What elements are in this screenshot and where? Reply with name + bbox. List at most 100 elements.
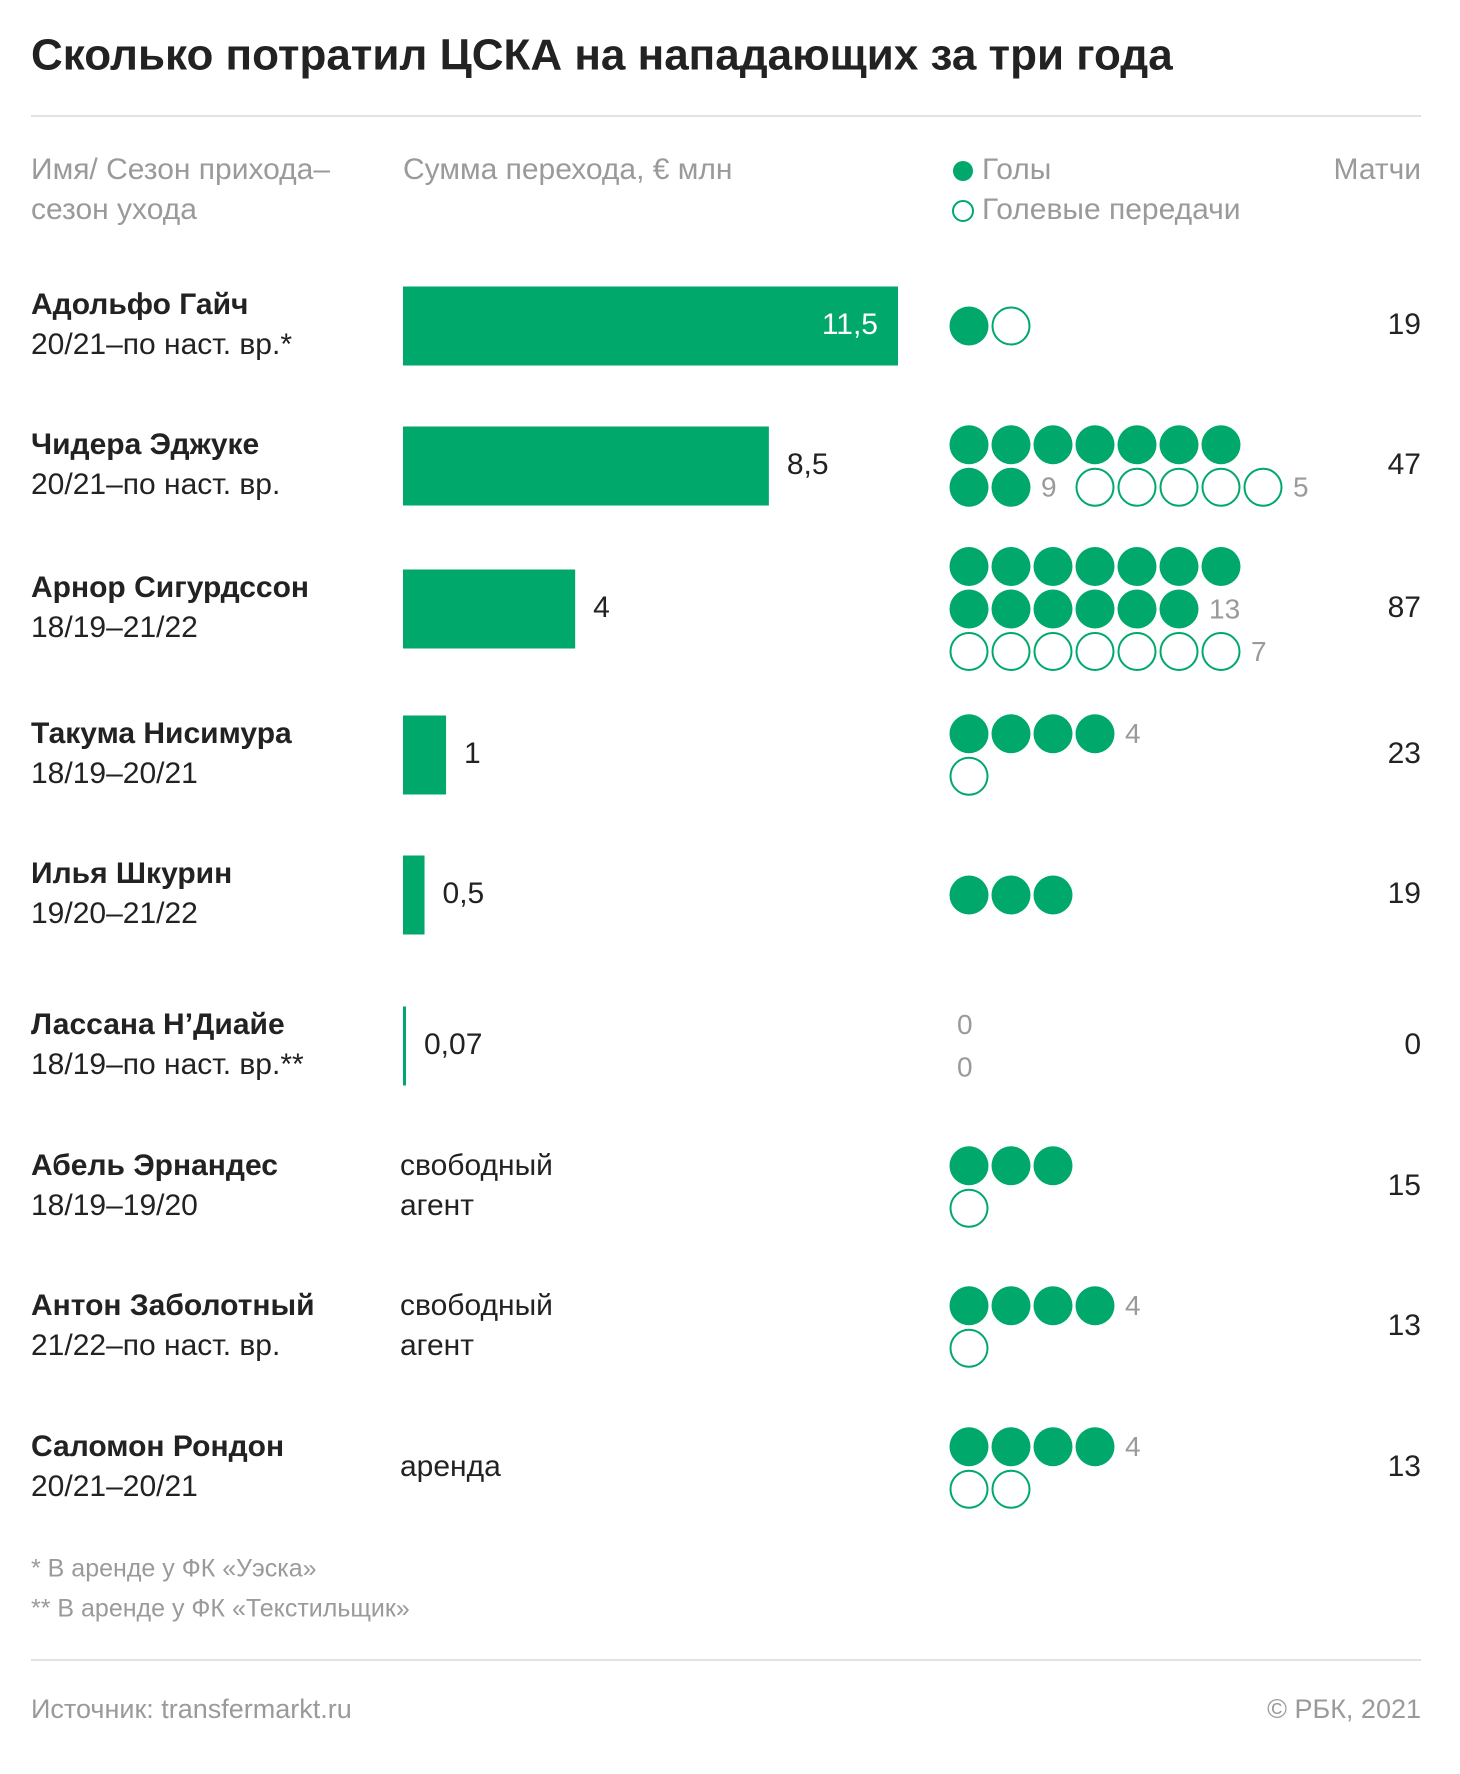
goal-circle: [1201, 547, 1241, 586]
matches: 19: [1388, 308, 1421, 341]
player-seasons: 20/21–20/21: [31, 1470, 198, 1503]
assist-circle: [991, 1469, 1031, 1509]
goal-circle: [991, 875, 1031, 915]
goal-circle: [1075, 714, 1115, 754]
matches: 19: [1388, 877, 1421, 910]
goal-circle: [991, 1146, 1031, 1186]
bar-label: 4: [593, 591, 610, 624]
player-seasons: 21/22–по наст. вр.: [31, 1329, 280, 1362]
header-name: Имя/ Сезон прихода–: [31, 153, 330, 186]
assist-circle: [991, 306, 1031, 346]
player-seasons: 20/21–по наст. вр.: [31, 468, 280, 501]
bar-label: 8,5: [787, 448, 829, 481]
goal-circle: [1033, 1286, 1073, 1326]
player-seasons: 18/19–по наст. вр.**: [31, 1048, 304, 1081]
fee-text: агент: [400, 1329, 474, 1362]
goal-circle: [949, 547, 989, 586]
assist-circle: [1075, 632, 1115, 671]
player-name: Лассана Н’Диайе: [31, 1008, 285, 1041]
goal-circle: [991, 589, 1031, 629]
assist-circle: [1201, 467, 1241, 507]
fee-text: свободный: [400, 1149, 553, 1182]
goal-circle: [1117, 589, 1157, 629]
goal-circle: [949, 1286, 989, 1326]
goal-circle: [949, 1427, 989, 1467]
fee-text: аренда: [400, 1450, 501, 1483]
bar-label: 1: [464, 737, 481, 770]
player-name: Илья Шкурин: [31, 857, 232, 890]
goal-circle: [991, 714, 1031, 754]
assists-count: 5: [1293, 472, 1309, 503]
assist-circle: [1159, 632, 1199, 671]
goal-circle: [991, 467, 1031, 507]
bar-label: 0,5: [443, 877, 485, 910]
goal-circle: [991, 1286, 1031, 1326]
player-name: Такума Нисимура: [31, 717, 292, 750]
player-name: Саломон Рондон: [31, 1430, 284, 1463]
assist-circle: [949, 1469, 989, 1509]
assists-count: 0: [957, 1052, 973, 1083]
bar: [403, 715, 447, 795]
goal-circle: [1075, 589, 1115, 629]
source: Источник: transfermarkt.ru: [31, 1694, 352, 1724]
goal-circle: [1033, 589, 1073, 629]
bar: [403, 569, 576, 649]
goal-circle: [1159, 425, 1199, 465]
goal-circle: [1033, 547, 1073, 586]
assist-circle: [1243, 467, 1283, 507]
goal-circle: [949, 425, 989, 465]
goal-circle: [1033, 714, 1073, 754]
goals-count: 4: [1125, 718, 1141, 749]
goal-circle: [949, 589, 989, 629]
legend-goals: Голы: [982, 153, 1051, 186]
goal-circle: [1075, 1286, 1115, 1326]
legend-assists: Голевые передачи: [982, 193, 1241, 226]
matches: 13: [1388, 1309, 1421, 1342]
goal-circle: [1159, 589, 1199, 629]
bar: [403, 286, 898, 366]
goal-circle: [1117, 547, 1157, 586]
assists-count: 7: [1251, 636, 1267, 667]
goal-circle: [949, 875, 989, 915]
player-seasons: 18/19–19/20: [31, 1189, 198, 1222]
goal-circle: [1201, 425, 1241, 465]
matches: 87: [1388, 591, 1421, 624]
goal-circle: [1159, 547, 1199, 586]
bar-label: 11,5: [822, 308, 878, 341]
goal-circle: [991, 547, 1031, 586]
goals-count: 13: [1209, 593, 1240, 624]
assist-circle: [1159, 467, 1199, 507]
goal-circle: [949, 306, 989, 346]
matches: 47: [1388, 448, 1421, 481]
goal-circle: [1075, 547, 1115, 586]
matches: 0: [1404, 1028, 1421, 1061]
player-seasons: 20/21–по наст. вр.*: [31, 328, 292, 361]
matches: 13: [1388, 1450, 1421, 1483]
goal-circle: [1075, 1427, 1115, 1467]
player-name: Антон Заболотный: [31, 1289, 315, 1322]
goal-circle: [991, 425, 1031, 465]
title: Сколько потратил ЦСКА на нападающих за т…: [31, 31, 1173, 80]
goal-circle: [1033, 1427, 1073, 1467]
assist-circle: [1201, 632, 1241, 671]
assist-circle: [949, 632, 989, 671]
bar: [403, 855, 425, 935]
goal-circle: [949, 467, 989, 507]
player-seasons: 19/20–21/22: [31, 897, 198, 930]
copyright: © РБК, 2021: [1267, 1694, 1421, 1724]
player-name: Чидера Эджуке: [31, 428, 259, 461]
footnote: * В аренде у ФК «Уэска»: [31, 1555, 317, 1583]
goals-count: 0: [957, 1009, 973, 1040]
player-name: Арнор Сигурдссон: [31, 571, 309, 604]
player-seasons: 18/19–20/21: [31, 757, 198, 790]
assist-circle: [991, 632, 1031, 671]
bar: [403, 1006, 407, 1086]
assist-circle: [949, 756, 989, 796]
goal-circle: [1033, 425, 1073, 465]
goal-circle: [949, 1146, 989, 1186]
matches: 23: [1388, 737, 1421, 770]
header-name: сезон ухода: [31, 193, 197, 226]
player-name: Адольфо Гайч: [31, 288, 248, 321]
legend-assist-icon: [952, 200, 974, 222]
